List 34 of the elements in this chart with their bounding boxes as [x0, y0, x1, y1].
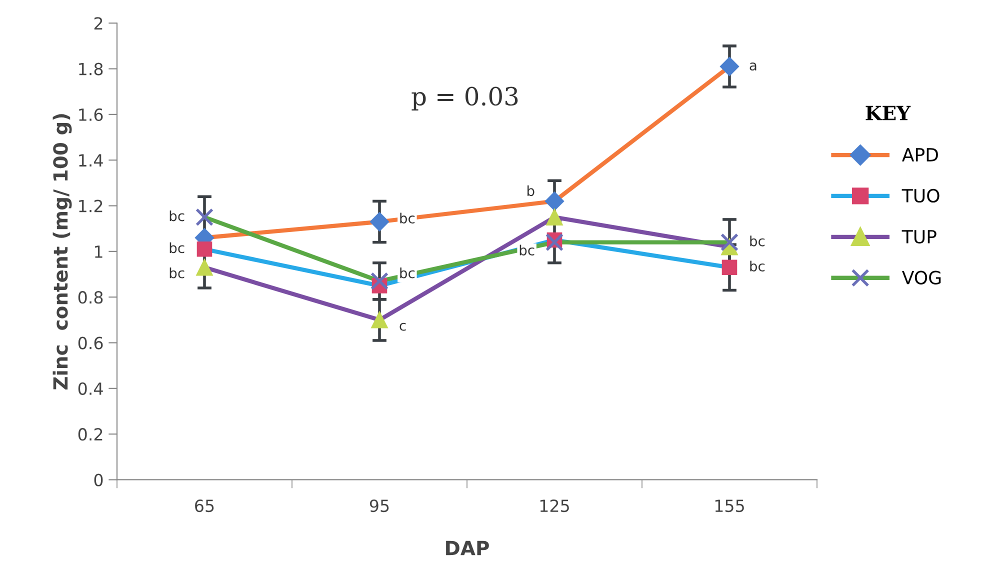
annotation: c — [400, 322, 406, 331]
y-tick-label: 1 — [95, 246, 102, 258]
x-tick-label: 155 — [715, 500, 744, 512]
legend-label: APD — [902, 148, 938, 162]
y-tick-label: 2 — [94, 17, 102, 30]
y-tick-label: 1.6 — [79, 108, 103, 122]
y-tick-label: 1.2 — [79, 200, 102, 212]
x-tick-label: 125 — [540, 499, 569, 512]
x-tick-label: 65 — [195, 499, 214, 512]
annotation: bc — [520, 244, 534, 256]
legend-label: TUP — [902, 230, 936, 244]
annotation: bc — [400, 212, 415, 224]
annotation: bc — [750, 260, 765, 272]
x-axis-title: DAP — [446, 540, 489, 556]
y-axis-title: Zinc content (mg/ 100 g) — [52, 114, 72, 390]
legend-label: VOG — [902, 270, 941, 284]
y-tick-label: 0.2 — [78, 428, 102, 441]
annotation: bc — [750, 236, 765, 246]
y-tick-label: 1.4 — [79, 154, 103, 166]
annotation: bc — [170, 268, 184, 278]
y-tick-label: 0.6 — [78, 336, 103, 350]
annotation: bc — [170, 210, 184, 222]
legend-label: TUO — [902, 188, 940, 203]
y-tick-label: 1.8 — [79, 62, 103, 76]
y-tick-label: 0 — [94, 474, 103, 486]
annotation: b — [528, 185, 534, 196]
y-tick-label: 0.8 — [78, 291, 103, 304]
annotation: bc — [170, 242, 184, 254]
annotation: p = 0.03 — [412, 86, 518, 111]
annotation: bc — [400, 268, 415, 278]
annotation: a — [750, 62, 756, 71]
legend-title: KEY — [866, 106, 911, 120]
x-tick-label: 95 — [370, 499, 389, 512]
y-tick-label: 0.4 — [78, 382, 103, 395]
